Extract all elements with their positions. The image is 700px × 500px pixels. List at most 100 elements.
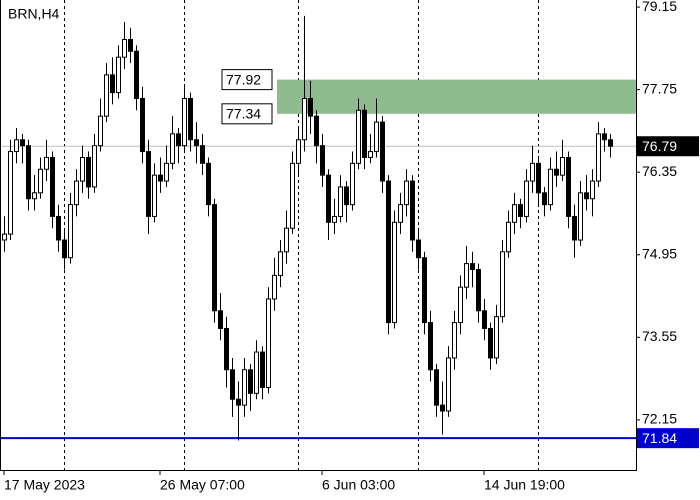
candle-body [260, 351, 265, 388]
candle-body [344, 186, 349, 206]
level-label-box [637, 428, 699, 449]
x-tick-label: 26 May 07:00 [160, 477, 245, 493]
y-tick-label: 79.15 [642, 0, 677, 14]
candle-body [518, 204, 523, 217]
candle-body [332, 215, 337, 223]
candle-body [584, 192, 589, 200]
candle-body [572, 215, 577, 241]
candle-body [92, 145, 97, 188]
candle-body [530, 162, 535, 182]
candle-body [272, 274, 277, 300]
candle-body [122, 39, 127, 58]
candle-body [452, 322, 457, 359]
candle-body [566, 156, 571, 217]
candle-body [488, 327, 493, 359]
candle-body [56, 215, 61, 241]
x-tick-label: 6 Jun 03:00 [322, 477, 395, 493]
y-tick-label: 74.95 [642, 245, 677, 261]
candle-body [410, 180, 415, 241]
candle-body [362, 109, 367, 158]
y-tick-label: 73.55 [642, 328, 677, 344]
candle-body [224, 327, 229, 371]
candle-body [458, 286, 463, 324]
candle-body [176, 133, 181, 147]
candle-body [170, 133, 175, 164]
candle-body [590, 180, 595, 200]
candle-body [254, 351, 259, 394]
candle-body [368, 151, 373, 158]
candle-body [278, 251, 283, 276]
candle-body [428, 322, 433, 371]
candle-body [206, 162, 211, 206]
candle-body [374, 121, 379, 153]
candle-body [50, 156, 55, 217]
candle-body [506, 221, 511, 253]
current-price-label-box [637, 136, 699, 157]
candle-body [200, 145, 205, 164]
zone-high-label: 77.92 [226, 71, 261, 87]
candle-body [140, 97, 145, 153]
candle-body [212, 204, 217, 312]
candle-body [188, 97, 193, 141]
candle-body [236, 398, 241, 406]
x-tick-label: 14 Jun 19:00 [484, 477, 565, 493]
candle-body [62, 239, 67, 259]
candle-body [8, 151, 13, 235]
candle-body [284, 227, 289, 253]
candle-body [380, 121, 385, 182]
candle-body [146, 151, 151, 217]
candle-body [350, 162, 355, 206]
candle-body [230, 369, 235, 400]
candle-body [500, 251, 505, 318]
candle-body [464, 263, 469, 288]
candle-body [326, 174, 331, 223]
candle-body [554, 168, 559, 176]
candle-body [242, 369, 247, 406]
candle-body [266, 298, 271, 388]
candle-body [512, 204, 517, 223]
zone-low-label-box [221, 103, 273, 125]
candle-body [416, 239, 421, 259]
candle-body [338, 186, 343, 217]
candle-body [434, 369, 439, 406]
y-tick-label: 77.75 [642, 80, 677, 96]
candle-body [116, 56, 121, 94]
candle-body [152, 174, 157, 217]
candle-body [482, 310, 487, 329]
price-zone [277, 79, 636, 114]
candle-body [386, 180, 391, 324]
current-price-label: 76.79 [642, 138, 677, 154]
candle-body [98, 115, 103, 147]
candle-body [356, 109, 361, 164]
candle-body [38, 168, 43, 194]
candle-body [314, 115, 319, 147]
y-tick-label: 72.15 [642, 411, 677, 427]
candle-body [158, 174, 163, 182]
candle-body [476, 268, 481, 312]
candle-body [446, 357, 451, 412]
candle-body [440, 404, 445, 412]
candle-body [392, 221, 397, 324]
candle-body [104, 74, 109, 117]
candle-body [134, 50, 139, 99]
candle-body [524, 180, 529, 217]
candle-body [548, 168, 553, 206]
candle-body [308, 97, 313, 117]
x-tick-label: 17 May 2023 [4, 477, 85, 493]
candle-body [20, 139, 25, 147]
candle-body [494, 316, 499, 359]
candle-body [110, 74, 115, 94]
candle-body [398, 204, 403, 223]
candle-body [290, 162, 295, 229]
candle-body [68, 204, 73, 259]
candle-body [44, 156, 49, 170]
chart-title: BRN,H4 [8, 6, 60, 22]
candle-body [302, 97, 307, 141]
candle-body [164, 162, 169, 182]
candle-body [26, 145, 31, 200]
zone-high-label-box [221, 69, 273, 91]
level-label: 71.84 [642, 430, 677, 446]
candle-body [422, 257, 427, 324]
candle-body [194, 139, 199, 147]
